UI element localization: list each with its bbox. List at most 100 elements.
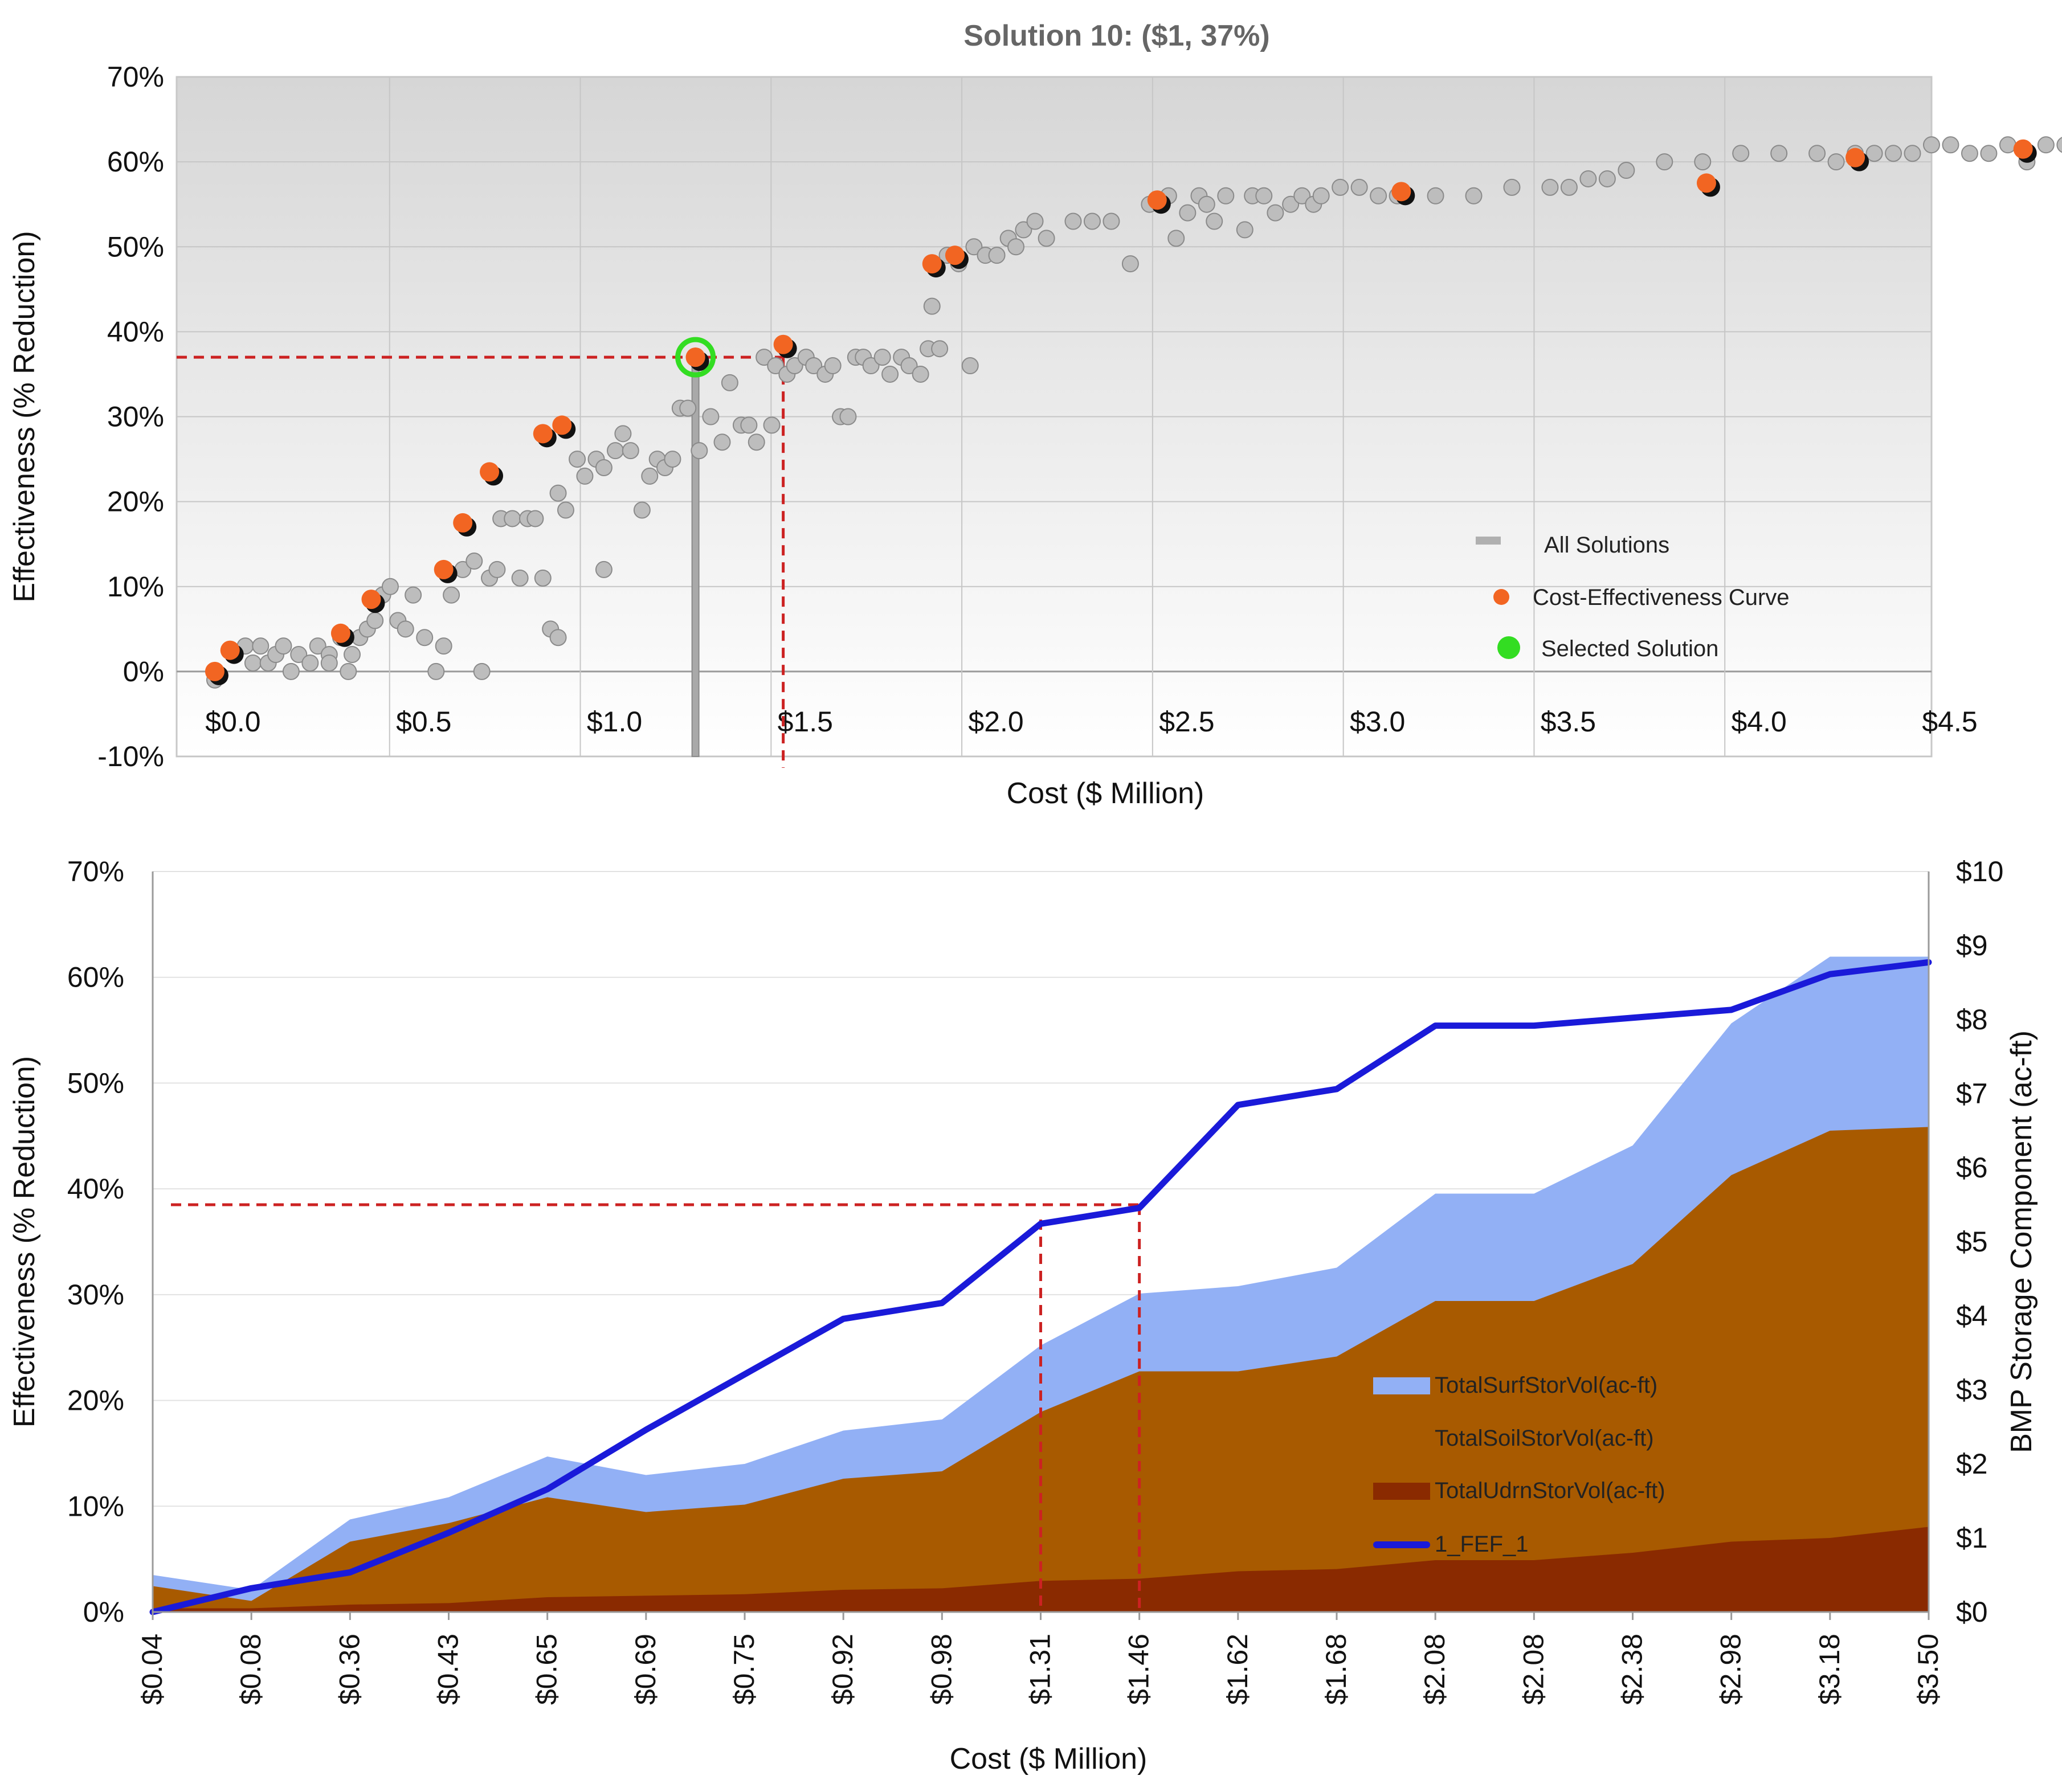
all-solutions-point xyxy=(691,442,708,460)
all-solutions-point xyxy=(961,357,979,375)
all-solutions-point xyxy=(679,399,697,417)
all-solutions-point xyxy=(549,629,567,647)
all-solutions-point xyxy=(282,662,300,680)
all-solutions-point xyxy=(1206,212,1223,230)
y-tick-label-right: $0 xyxy=(1956,1596,1988,1628)
legend-swatch-soil xyxy=(1373,1430,1430,1447)
y-tick-label: 40% xyxy=(107,316,164,347)
all-solutions-point xyxy=(1064,212,1082,230)
y-tick-label: 30% xyxy=(67,1279,124,1311)
all-solutions-point xyxy=(290,646,308,664)
all-solutions-point xyxy=(1808,145,1826,162)
y-tick-label: 30% xyxy=(107,401,164,433)
x-tick-label: $0.92 xyxy=(827,1634,859,1705)
y-tick-label-right: $1 xyxy=(1956,1522,1988,1554)
legend-swatch-surf xyxy=(1373,1377,1430,1394)
guide-lines xyxy=(171,1203,1141,1612)
all-solutions-point xyxy=(511,569,529,587)
all-solutions-point xyxy=(526,510,544,527)
y-tick-label: 0% xyxy=(123,656,164,688)
all-solutions-point xyxy=(1980,145,1998,162)
all-solutions-point xyxy=(1007,238,1025,256)
cost-effectiveness-point xyxy=(533,424,553,444)
all-solutions-point xyxy=(1083,212,1101,230)
all-solutions-point xyxy=(1694,153,1712,171)
all-solutions-point xyxy=(1827,153,1845,171)
x-tick-label: $3.0 xyxy=(1350,706,1405,738)
legend-swatch-all-solutions xyxy=(1476,537,1501,545)
y-tick-label-right: $10 xyxy=(1956,856,2003,887)
y-tick-label: 70% xyxy=(67,856,124,887)
y-axis-label: Effectiveness (% Reduction) xyxy=(8,231,41,602)
legend-label-fef: 1_FEF_1 xyxy=(1435,1532,1529,1557)
all-solutions-point xyxy=(900,357,918,375)
x-tick-label: $1.62 xyxy=(1222,1634,1253,1705)
all-solutions-point xyxy=(1217,187,1235,204)
x-tick-label: $2.38 xyxy=(1616,1634,1648,1705)
all-solutions-point xyxy=(1503,178,1521,196)
legend: TotalSurfStorVol(ac-ft) TotalSoilStorVol… xyxy=(1373,1373,1665,1557)
all-solutions-point xyxy=(2056,137,2062,153)
all-solutions-point xyxy=(416,629,434,647)
cost-effectiveness-point xyxy=(552,415,572,435)
all-solutions-point xyxy=(466,553,483,570)
y-tick-label: 70% xyxy=(107,61,164,93)
legend-swatch-fef xyxy=(1373,1541,1430,1548)
y-tick-label: 20% xyxy=(67,1385,124,1417)
y-tick-label-right: $3 xyxy=(1956,1374,1988,1406)
chart-title: Solution 10: ($1, 37%) xyxy=(963,19,1269,52)
all-solutions-point xyxy=(702,408,720,426)
fef-line xyxy=(149,959,1932,1615)
all-solutions-point xyxy=(397,620,414,638)
all-solutions-point xyxy=(1312,187,1330,204)
legend-label-surf: TotalSurfStorVol(ac-ft) xyxy=(1435,1373,1657,1398)
x-axis-label: Cost ($ Million) xyxy=(1007,777,1204,810)
legend-label-selected: Selected Solution xyxy=(1541,636,1718,661)
x-tick-label: $0.0 xyxy=(205,706,260,738)
gridlines xyxy=(177,76,1932,757)
x-axis-label: Cost ($ Million) xyxy=(950,1742,1148,1775)
all-solutions-point xyxy=(756,349,773,366)
all-solutions-point xyxy=(1015,221,1032,239)
x-tick-label: $1.5 xyxy=(778,706,833,738)
y-tick-label-right: $2 xyxy=(1956,1448,1988,1480)
all-solutions-point xyxy=(1236,221,1253,239)
all-solutions-point xyxy=(873,349,891,366)
cost-effectiveness-point xyxy=(2013,139,2033,159)
y-tick-label: 0% xyxy=(83,1596,124,1628)
x-tick-label: $0.98 xyxy=(925,1634,957,1705)
x-tick-label: $3.18 xyxy=(1814,1634,1845,1705)
cost-effectiveness-point xyxy=(453,513,473,533)
x-tick-label: $0.65 xyxy=(531,1634,563,1705)
cost-effectiveness-point xyxy=(330,623,350,643)
all-solutions-point xyxy=(1560,178,1578,196)
all-solutions-point xyxy=(633,501,651,519)
all-solutions-point xyxy=(473,662,491,680)
y-axis-label-right: BMP Storage Component (ac-ft) xyxy=(2005,1030,2038,1453)
all-solutions-point xyxy=(1541,178,1559,196)
legend-label-all-solutions: All Solutions xyxy=(1544,533,1669,558)
all-solutions-point xyxy=(595,459,613,476)
all-solutions-point xyxy=(275,637,292,655)
y-tick-label: 20% xyxy=(107,486,164,518)
all-solutions-point xyxy=(1465,187,1483,204)
y-axis-label: Effectiveness (% Reduction) xyxy=(8,1056,41,1427)
legend: All Solutions Cost-Effectiveness Curve S… xyxy=(1476,533,1790,661)
all-solutions-point xyxy=(301,654,319,672)
all-solutions-point xyxy=(740,416,758,434)
legend-label-soil: TotalSoilStorVol(ac-ft) xyxy=(1435,1426,1654,1451)
all-solutions-point xyxy=(763,416,781,434)
all-solutions-point xyxy=(1267,204,1284,222)
x-tick-label: $3.5 xyxy=(1541,706,1596,738)
all-solutions-point xyxy=(1282,195,1300,213)
all-solutions-point xyxy=(1999,136,2016,154)
all-solutions-point xyxy=(320,654,338,672)
legend-label-cost-effectiveness: Cost-Effectiveness Curve xyxy=(1533,585,1790,610)
cost-effectiveness-point xyxy=(945,246,965,265)
all-solutions-point xyxy=(1255,187,1273,204)
all-solutions-point xyxy=(1121,255,1139,273)
y-tick-label-right: $6 xyxy=(1956,1152,1988,1184)
cost-effectiveness-point xyxy=(1147,190,1167,210)
